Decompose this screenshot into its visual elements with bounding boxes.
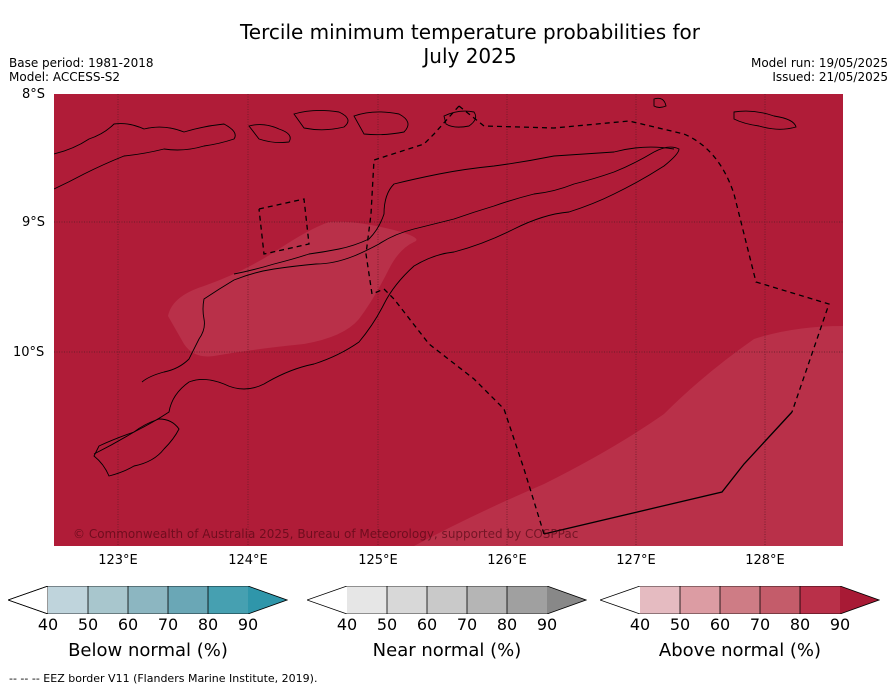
colorbar-near-normal bbox=[307, 586, 587, 614]
colorbar-near-swatch-4 bbox=[467, 586, 507, 614]
colorbar-above-swatch-2 bbox=[680, 586, 720, 614]
coast-roti-savu bbox=[93, 418, 180, 477]
colorbar-above-tick-70: 70 bbox=[749, 615, 771, 634]
lon-label-125e: 125°E bbox=[358, 553, 398, 568]
colorbar-above-max-arrow bbox=[840, 586, 879, 614]
colorbar-above-swatch-5 bbox=[800, 586, 840, 614]
lat-label-8s: 8°S bbox=[22, 87, 46, 102]
base-period: Base period: 1981-2018 bbox=[9, 56, 154, 70]
colorbar-above-normal bbox=[600, 586, 880, 614]
colorbar-below-min-arrow bbox=[8, 586, 49, 614]
colorbar-near-label: Near normal (%) bbox=[372, 640, 522, 661]
eez-line-west bbox=[258, 198, 310, 255]
model-name: Model: ACCESS-S2 bbox=[9, 70, 121, 84]
colorbar-above-tick-80: 80 bbox=[789, 615, 811, 634]
colorbar-below-tick-40: 40 bbox=[37, 615, 59, 634]
colorbar-near-tick-70: 70 bbox=[456, 615, 478, 634]
colorbar-above-swatch-3 bbox=[720, 586, 760, 614]
coast-wetar bbox=[443, 97, 797, 130]
colorbar-near-swatch-1 bbox=[347, 586, 387, 614]
lon-label-123e: 123°E bbox=[98, 553, 138, 568]
colorbar-below-label: Below normal (%) bbox=[68, 640, 228, 661]
colorbar-near-max-arrow bbox=[547, 586, 586, 614]
eez-line-south bbox=[383, 288, 545, 535]
lon-label-128e: 128°E bbox=[745, 553, 785, 568]
probability-zone-80-southeast bbox=[414, 326, 843, 546]
lat-label-9s: 9°S bbox=[22, 215, 46, 230]
coast-timor-north bbox=[93, 146, 680, 455]
colorbar-near-tick-50: 50 bbox=[376, 615, 398, 634]
colorbar-below-tick-50: 50 bbox=[77, 615, 99, 634]
meta-left: Base period: 1981-2018 Model: ACCESS-S2 bbox=[9, 56, 154, 84]
colorbar-above-swatch-1 bbox=[640, 586, 680, 614]
colorbar-near-tick-60: 60 bbox=[416, 615, 438, 634]
colorbar-above-dividers bbox=[679, 586, 801, 614]
colorbar-below-swatch-2 bbox=[88, 586, 128, 614]
eez-line-north bbox=[365, 105, 460, 295]
lon-label-124e: 124°E bbox=[228, 553, 268, 568]
colorbar-above-tick-60: 60 bbox=[709, 615, 731, 634]
colorbar-below-swatch-1 bbox=[48, 586, 88, 614]
colorbar-near-tick-90: 90 bbox=[536, 615, 558, 634]
copyright-credit: © Commonwealth of Australia 2025, Bureau… bbox=[73, 527, 579, 541]
colorbar-below-swatch-5 bbox=[208, 586, 248, 614]
colorbar-above-swatch-4 bbox=[760, 586, 800, 614]
graticule bbox=[54, 94, 843, 546]
colorbar-above-min-arrow bbox=[600, 586, 640, 614]
colorbar-above-tick-50: 50 bbox=[669, 615, 691, 634]
model-run: Model run: 19/05/2025 bbox=[750, 56, 888, 70]
colorbar-near-swatch-3 bbox=[427, 586, 467, 614]
colorbar-near-tick-40: 40 bbox=[336, 615, 358, 634]
colorbar-near-swatch-2 bbox=[387, 586, 427, 614]
coast-alor-islands bbox=[248, 109, 409, 144]
title-line-1: Tercile minimum temperature probabilitie… bbox=[239, 20, 701, 44]
meta-right: Model run: 19/05/2025 Issued: 21/05/2025 bbox=[751, 56, 888, 84]
coast-flores-alor bbox=[54, 123, 236, 190]
colorbar-above-tick-40: 40 bbox=[629, 615, 651, 634]
colorbar-below-dividers bbox=[87, 586, 209, 614]
colorbar-near-swatch-5 bbox=[507, 586, 547, 614]
colorbar-below-tick-60: 60 bbox=[117, 615, 139, 634]
eez-line-solid bbox=[543, 411, 793, 535]
lon-label-127e: 127°E bbox=[616, 553, 656, 568]
colorbar-below-swatch-4 bbox=[168, 586, 208, 614]
colorbar-near-tick-80: 80 bbox=[496, 615, 518, 634]
lat-label-10s: 10°S bbox=[13, 345, 45, 360]
colorbar-below-swatch-3 bbox=[128, 586, 168, 614]
map-svg bbox=[54, 94, 843, 546]
colorbar-below-tick-80: 80 bbox=[197, 615, 219, 634]
colorbar-below-normal bbox=[8, 586, 288, 614]
colorbar-above-tick-90: 90 bbox=[829, 615, 851, 634]
eez-footnote: -- -- -- EEZ border V11 (Flanders Marine… bbox=[9, 672, 318, 685]
map-panel[interactable] bbox=[54, 94, 843, 546]
issued-date: Issued: 21/05/2025 bbox=[772, 70, 888, 84]
coast-timor-south bbox=[233, 146, 675, 275]
colorbar-near-dividers bbox=[386, 586, 508, 614]
coastlines bbox=[54, 97, 797, 477]
lon-label-126e: 126°E bbox=[487, 553, 527, 568]
colorbar-near-min-arrow bbox=[307, 586, 347, 614]
eez-border bbox=[258, 105, 830, 535]
map-title: Tercile minimum temperature probabilitie… bbox=[170, 20, 770, 68]
colorbar-below-tick-70: 70 bbox=[157, 615, 179, 634]
title-line-2: July 2025 bbox=[423, 44, 517, 68]
colorbar-above-label: Above normal (%) bbox=[658, 640, 822, 661]
colorbar-below-max-arrow bbox=[248, 586, 287, 614]
colorbar-below-tick-90: 90 bbox=[237, 615, 259, 634]
